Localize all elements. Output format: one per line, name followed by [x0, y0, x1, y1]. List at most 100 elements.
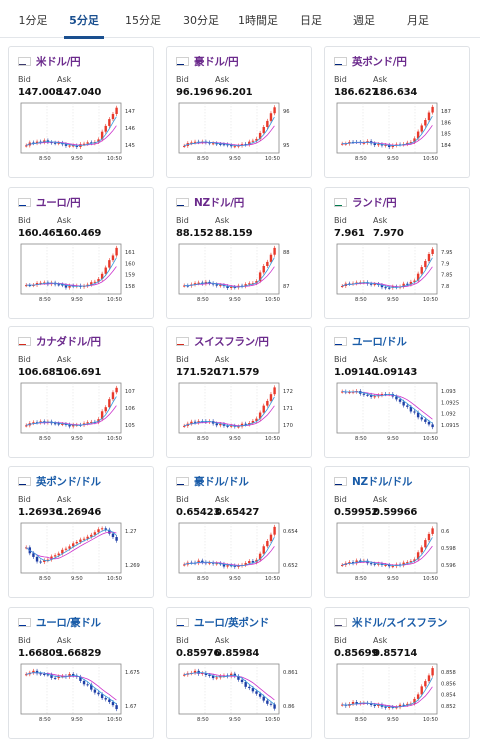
- candle: [230, 286, 233, 289]
- currency-pair-link[interactable]: ユーロ/英ポンド: [194, 617, 269, 629]
- ask-value: 106.691: [57, 367, 102, 378]
- rate-card[interactable]: ユーロ/ドル Bid Ask 1.09140 1.09143 1.093 1.0925 1.0…: [324, 326, 470, 458]
- candle: [219, 423, 222, 426]
- currency-pair-link[interactable]: 英ポンド/円: [352, 56, 407, 68]
- tab-1hour[interactable]: 1時間足: [238, 14, 278, 27]
- mini-price-chart[interactable]: 172 171 170 8:50 9:50 10:50: [167, 379, 313, 457]
- rate-card[interactable]: 豪ドル/ドル Bid Ask 0.65423 0.65427 0.654 0.652 8:50…: [166, 466, 312, 598]
- candle: [86, 284, 89, 286]
- candle: [219, 143, 222, 145]
- currency-pair-link[interactable]: ユーロ/円: [36, 197, 81, 209]
- mini-price-chart[interactable]: 161 160 159 158 8:50 9:50 10:50: [9, 240, 155, 318]
- candle: [266, 261, 269, 266]
- rate-card[interactable]: 豪ドル/円 Bid Ask 96.196 96.201 96 95 8:50 9:50 10:50: [166, 46, 312, 178]
- candle: [413, 698, 416, 704]
- rate-card[interactable]: 英ポンド/ドル Bid Ask 1.26936 1.26946 1.27 1.269 8:50…: [8, 466, 154, 598]
- x-tick-label: 10:50: [107, 156, 122, 162]
- eur-gbp-flag-icon: [176, 618, 189, 627]
- currency-pair-link[interactable]: ランド/円: [352, 197, 397, 209]
- currency-pair-link[interactable]: スイスフラン/円: [194, 336, 269, 348]
- bid-value: 160.465: [18, 228, 63, 239]
- mini-price-chart[interactable]: 107 106 105 8:50 9:50 10:50: [9, 379, 155, 457]
- y-tick-label: 0.856: [441, 681, 456, 687]
- candle: [388, 144, 391, 148]
- rate-card[interactable]: カナダドル/円 Bid Ask 106.685 106.691 107 106 105 8:50…: [8, 326, 154, 458]
- currency-pair-link[interactable]: NZドル/円: [194, 197, 244, 209]
- candle: [269, 703, 273, 705]
- mini-price-chart[interactable]: 187 186 185 184 8:50 9:50 10:50: [325, 99, 471, 177]
- candle: [186, 285, 190, 287]
- candle: [90, 684, 93, 690]
- candle: [388, 287, 391, 289]
- candle: [248, 283, 251, 285]
- candle: [72, 543, 75, 547]
- mini-price-chart[interactable]: 1.093 1.0925 1.092 1.0915 8:50 9:50 10:50: [325, 379, 471, 457]
- rate-card[interactable]: スイスフラン/円 Bid Ask 171.520 171.579 172 171 170 8:5…: [166, 326, 312, 458]
- currency-pair-link[interactable]: 豪ドル/円: [194, 56, 239, 68]
- currency-pair-link[interactable]: 英ポンド/ドル: [36, 476, 101, 488]
- mini-price-chart[interactable]: 147 146 145 8:50 9:50 10:50: [9, 99, 155, 177]
- tab-monthly[interactable]: 月足: [407, 14, 429, 27]
- bid-value: 171.520: [176, 367, 221, 378]
- eur-jpy-flag-icon: [18, 198, 31, 207]
- candle: [384, 144, 387, 146]
- rate-card[interactable]: NZドル/円 Bid Ask 88.152 88.159 88 87 8:50 9:50 10:5…: [166, 187, 312, 319]
- ask-value: 186.634: [373, 87, 418, 98]
- currency-pair-link[interactable]: NZドル/ドル: [352, 476, 413, 488]
- rate-card[interactable]: ランド/円 Bid Ask 7.961 7.970 7.95 7.9 7.85 7.8 8:50 9…: [324, 187, 470, 319]
- candle: [402, 704, 405, 706]
- mini-price-chart[interactable]: 1.27 1.269 8:50 9:50 10:50: [9, 519, 155, 597]
- candle: [25, 425, 28, 427]
- y-tick-label: 107: [125, 389, 135, 395]
- mini-price-chart[interactable]: 88 87 8:50 9:50 10:50: [167, 240, 313, 318]
- rate-card[interactable]: NZドル/ドル Bid Ask 0.59952 0.59966 0.6 0.598 0.596…: [324, 466, 470, 598]
- mini-price-chart[interactable]: 7.95 7.9 7.85 7.8 8:50 9:50 10:50: [325, 240, 471, 318]
- candle: [369, 283, 373, 285]
- rate-card[interactable]: ユーロ/円 Bid Ask 160.465 160.469 161 160 159 158 8:5…: [8, 187, 154, 319]
- nzd-jpy-flag-icon: [176, 198, 189, 207]
- candle: [201, 560, 204, 563]
- rate-card[interactable]: 米ドル/円 Bid Ask 147.008 147.040 147 146 145 8:50 9:…: [8, 46, 154, 178]
- candle: [61, 424, 64, 426]
- tab-1min[interactable]: 1分足: [18, 14, 48, 27]
- mini-price-chart[interactable]: 96 95 8:50 9:50 10:50: [167, 99, 313, 177]
- mini-price-chart[interactable]: 0.858 0.856 0.854 0.852 8:50 9:50 10:50: [325, 660, 471, 738]
- candle: [373, 396, 376, 398]
- currency-pair-link[interactable]: ユーロ/ドル: [352, 336, 407, 348]
- currency-pair-link[interactable]: 米ドル/円: [36, 56, 81, 68]
- rate-card[interactable]: ユーロ/豪ドル Bid Ask 1.66809 1.66829 1.675 1.67 8:50…: [8, 607, 154, 739]
- rate-card[interactable]: ユーロ/英ポンド Bid Ask 0.85976 0.85984 0.861 0.86 8:5…: [166, 607, 312, 739]
- currency-pair-link[interactable]: 豪ドル/ドル: [194, 476, 249, 488]
- candle: [255, 138, 258, 141]
- candle: [262, 265, 265, 273]
- card-header: ランド/円: [334, 196, 465, 210]
- tab-daily[interactable]: 日足: [300, 14, 322, 27]
- tab-weekly[interactable]: 週足: [353, 14, 375, 27]
- candle: [341, 391, 344, 393]
- candle: [402, 283, 405, 287]
- mini-price-chart[interactable]: 0.6 0.598 0.596 8:50 9:50 10:50: [325, 519, 471, 597]
- mini-price-chart[interactable]: 1.675 1.67 8:50 9:50 10:50: [9, 660, 155, 738]
- candle: [416, 412, 420, 418]
- y-tick-label: 0.861: [283, 670, 298, 676]
- candle: [341, 143, 344, 145]
- tab-15min[interactable]: 15分足: [125, 14, 161, 27]
- plot-area: [336, 243, 438, 295]
- candle: [35, 556, 39, 562]
- y-tick-label: 88: [283, 250, 290, 256]
- candle: [100, 528, 104, 530]
- currency-pair-link[interactable]: カナダドル/円: [36, 336, 101, 348]
- rate-card[interactable]: 英ポンド/円 Bid Ask 186.627 186.634 187 186 185 184 8:…: [324, 46, 470, 178]
- tab-5min[interactable]: 5分足: [60, 0, 108, 39]
- mini-price-chart[interactable]: 0.654 0.652 8:50 9:50 10:50: [167, 519, 313, 597]
- tab-30min[interactable]: 30分足: [183, 14, 219, 27]
- currency-pair-link[interactable]: ユーロ/豪ドル: [36, 617, 101, 629]
- candle: [193, 421, 197, 423]
- candle: [183, 285, 186, 287]
- mini-price-chart[interactable]: 0.861 0.86 8:50 9:50 10:50: [167, 660, 313, 738]
- currency-pair-link[interactable]: 米ドル/スイスフラン: [352, 617, 448, 629]
- candle: [211, 675, 215, 679]
- rate-card[interactable]: 米ドル/スイスフラン Bid Ask 0.85699 0.85714 0.858 0.856…: [324, 607, 470, 739]
- ask-value: 7.970: [373, 228, 404, 239]
- x-tick-label: 9:50: [229, 717, 241, 723]
